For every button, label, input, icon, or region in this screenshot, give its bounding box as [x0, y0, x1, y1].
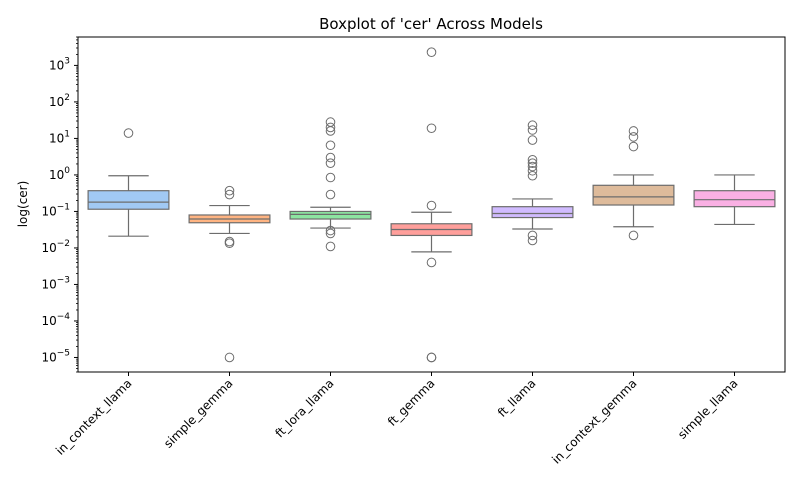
outlier-point — [628, 132, 639, 142]
outlier-point — [426, 200, 437, 211]
outlier-point — [527, 161, 538, 172]
outlier-point — [325, 122, 336, 133]
chart-title: Boxplot of 'cer' Across Models — [319, 15, 543, 33]
outlier-point — [527, 154, 538, 165]
box-group-in_context_llama — [87, 128, 170, 237]
outlier-point — [325, 158, 336, 168]
x-tick-label: simple_llama — [675, 376, 741, 442]
outlier-point — [325, 152, 336, 163]
outlier-point — [426, 47, 437, 58]
outlier-point — [325, 228, 336, 239]
outlier-point — [628, 126, 639, 136]
outlier-point — [527, 235, 538, 246]
box-group-ft_lora_llama — [289, 117, 372, 252]
box-group-in_context_gemma — [592, 126, 675, 241]
outlier-point — [325, 126, 336, 136]
outlier-point — [325, 241, 336, 252]
outlier-point — [325, 140, 336, 151]
y-tick-label: 101 — [49, 129, 70, 145]
box-group-simple_llama — [693, 174, 776, 226]
box-group-simple_gemma — [188, 185, 271, 363]
y-tick-label: 10−2 — [41, 239, 70, 255]
outlier-point — [426, 352, 437, 363]
box-group-ft_gemma — [390, 47, 473, 363]
x-tick-label: simple_gemma — [161, 376, 235, 450]
outlier-point — [527, 125, 538, 135]
box-group-ft_llama — [491, 120, 574, 246]
x-tick-label: in_context_gemma — [549, 376, 639, 466]
x-tick-label: in_context_llama — [53, 376, 134, 457]
outlier-point — [325, 172, 336, 183]
y-tick-label: 102 — [49, 93, 70, 109]
box-iqr — [289, 210, 372, 220]
outlier-point — [224, 185, 235, 196]
y-axis-label: log(cer) — [16, 181, 30, 228]
outlier-point — [224, 352, 235, 363]
outlier-point — [426, 257, 437, 268]
outlier-point — [628, 141, 639, 152]
outlier-point — [527, 120, 538, 131]
box-iqr — [592, 184, 675, 206]
outlier-point — [527, 230, 538, 241]
y-tick-label: 100 — [49, 166, 70, 182]
x-tick-label: ft_gemma — [385, 376, 438, 429]
y-tick-label: 10−1 — [41, 202, 70, 218]
outlier-point — [527, 158, 538, 168]
outlier-point — [224, 189, 235, 200]
outlier-point — [628, 230, 639, 241]
outlier-point — [123, 128, 134, 138]
outlier-point — [527, 135, 538, 145]
plot-area: 10−5 10−4 10−3 10−2 10−1 100 101 102 103 in_conte… — [41, 36, 776, 467]
y-tick-label: 10−3 — [41, 275, 70, 291]
outlier-point — [527, 170, 538, 181]
box-iqr — [693, 190, 776, 208]
x-tick-label: ft_llama — [495, 376, 539, 420]
axes-frame — [77, 36, 786, 373]
y-tick-label: 10−4 — [41, 312, 70, 328]
outlier-point — [224, 238, 235, 248]
outlier-point — [325, 189, 336, 200]
y-tick-label: 10−5 — [41, 348, 70, 364]
box-iqr — [491, 206, 574, 219]
outlier-point — [527, 165, 538, 176]
outlier-point — [325, 225, 336, 236]
y-tick-label: 103 — [49, 56, 70, 72]
box-iqr — [87, 190, 170, 210]
x-tick-label: ft_lora_llama — [272, 376, 336, 440]
outlier-point — [426, 123, 437, 134]
